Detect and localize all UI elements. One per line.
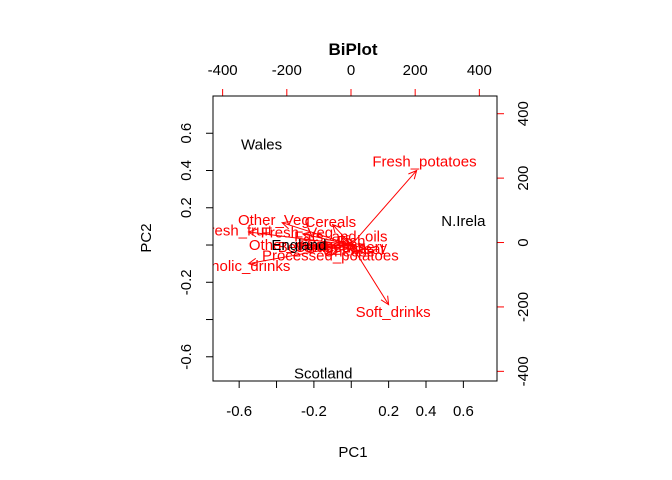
loading-arrow: [350, 244, 389, 305]
right-tick-label: 400: [515, 101, 532, 126]
x-tick-label: -0.2: [301, 403, 327, 420]
loading-label: Fresh_potatoes: [372, 154, 476, 171]
x-tick-label: -0.6: [226, 403, 252, 420]
y-axis-label: PC2: [138, 223, 155, 252]
right-tick-label: 200: [515, 166, 532, 191]
loading-arrowhead: [247, 257, 258, 267]
y-tick-label: 0.6: [178, 123, 195, 144]
loading-arrow: [318, 244, 352, 248]
x-tick-label: 0.6: [453, 403, 474, 420]
loading-arrowhead: [281, 220, 292, 230]
plot-frame: [212, 95, 498, 382]
loading-label: Other_meat: [249, 237, 329, 254]
y-tick-label: -0.2: [178, 269, 195, 295]
top-tick-label: 200: [403, 62, 428, 79]
loading-arrowhead: [346, 240, 356, 250]
loading-label: Other_Veg: [238, 212, 310, 229]
loading-label: Fats_and_oils: [294, 229, 387, 246]
right-tick-label: -200: [515, 292, 532, 322]
loading-label: Fresh_Veg: [261, 225, 334, 242]
country-label: N.Irela: [441, 213, 486, 230]
loading-arrowhead: [301, 231, 312, 240]
chart-title: BiPlot: [328, 40, 377, 59]
loading-arrowhead: [357, 242, 368, 252]
loading-label: Fish: [337, 233, 365, 250]
loading-label: Beverages: [278, 239, 350, 256]
x-axis-label: PC1: [338, 444, 367, 461]
loading-arrow: [350, 170, 417, 246]
x-tick-label: 0.2: [378, 403, 399, 420]
loading-arrowhead: [341, 236, 351, 246]
y-tick-label: 0.4: [178, 160, 195, 181]
loading-arrowhead: [380, 295, 390, 306]
loading-arrowhead: [331, 223, 342, 234]
top-tick-label: 400: [467, 62, 492, 79]
loading-arrow: [349, 244, 352, 250]
right-tick-label: -400: [515, 356, 532, 386]
top-tick-label: -400: [208, 62, 238, 79]
loading-label: Processed_potatoes: [262, 247, 399, 264]
loading-label: Cereals: [304, 214, 356, 231]
y-tick-label: -0.6: [178, 344, 195, 370]
loading-arrowhead: [316, 242, 327, 251]
x-tick-label: 0.4: [416, 403, 437, 420]
loading-label: Cheese: [323, 243, 375, 260]
top-tick-label: 0: [347, 62, 355, 79]
loading-label: Meat: [351, 241, 385, 258]
loading-arrowhead: [247, 228, 258, 238]
country-label: England: [271, 237, 326, 254]
loading-arrowhead: [294, 240, 304, 250]
loading-arrowhead: [331, 246, 342, 255]
points-layer: Fresh_potatoes Soft_drinks Fresh_fruit Alco…: [182, 136, 486, 383]
loading-arrow: [303, 233, 352, 246]
loading-label: Fresh_fruit: [200, 222, 273, 239]
country-label: Scotland: [294, 366, 352, 383]
loading-label: Soft_drinks: [356, 304, 431, 321]
loading-arrow: [249, 244, 352, 264]
country-label: Wales: [241, 136, 282, 153]
loading-arrowhead: [408, 169, 418, 180]
loading-label: Confectionery: [295, 239, 388, 256]
loading-arrow: [249, 231, 352, 246]
top-tick-label: -200: [272, 62, 302, 79]
axes-layer: -0.6 -0.2 0.2 0.4 0.6 0.6 0.4 0.2 -0.2 -0.6 -400 -2…: [178, 62, 532, 420]
loading-label: Alcoholic_drinks: [182, 258, 290, 275]
right-tick-label: 0: [515, 238, 532, 246]
y-tick-label: 0.2: [178, 197, 195, 218]
